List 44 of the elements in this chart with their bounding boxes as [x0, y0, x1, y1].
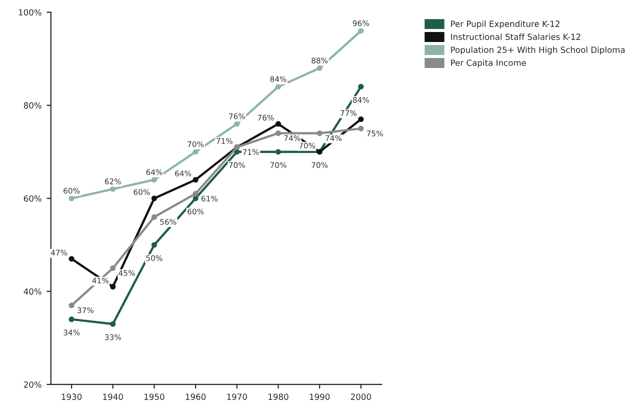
- point: [192, 176, 198, 183]
- y-tick-label: 60%: [24, 195, 42, 202]
- legend-label: Population 25+ With High School Diploma: [451, 46, 625, 55]
- point: [234, 121, 240, 127]
- point: [275, 121, 282, 127]
- point: [68, 196, 74, 202]
- point: [110, 284, 116, 290]
- point: [358, 126, 364, 132]
- point: [358, 116, 364, 122]
- point: [68, 256, 74, 262]
- x-tick-label: 1980: [268, 394, 288, 400]
- point: [358, 28, 364, 34]
- x-tick-label: 1950: [144, 394, 164, 400]
- point: [151, 196, 158, 202]
- point: [275, 130, 282, 136]
- point: [110, 321, 116, 327]
- point: [68, 316, 74, 322]
- x-tick-label: 1960: [186, 394, 206, 400]
- legend-label: Per Capita Income: [451, 59, 526, 68]
- point: [151, 242, 158, 248]
- point: [192, 149, 198, 155]
- x-tick-label: 1990: [310, 394, 330, 400]
- point: [192, 190, 198, 196]
- point: [275, 84, 282, 90]
- y-tick-label: 40%: [24, 288, 42, 295]
- point: [192, 196, 198, 202]
- point: [110, 265, 116, 271]
- point: [110, 186, 116, 192]
- point: [316, 130, 322, 136]
- x-tick-label: 1940: [103, 394, 123, 400]
- y-tick-label: 80%: [24, 102, 42, 109]
- point: [151, 176, 158, 183]
- point: [358, 84, 364, 90]
- point: [68, 302, 74, 308]
- y-tick-label: 20%: [24, 381, 42, 388]
- x-tick-label: 1970: [227, 394, 247, 400]
- legend-label: Instructional Staff Salaries K-12: [451, 34, 580, 40]
- x-tick-label: 1930: [62, 394, 82, 400]
- point: [316, 65, 322, 71]
- x-tick-label: 2000: [350, 394, 371, 400]
- y-tick-label: 100%: [18, 9, 42, 16]
- legend-label: Per Pupil Expenditure K-12: [451, 20, 560, 29]
- point: [275, 149, 282, 155]
- point: [151, 214, 158, 220]
